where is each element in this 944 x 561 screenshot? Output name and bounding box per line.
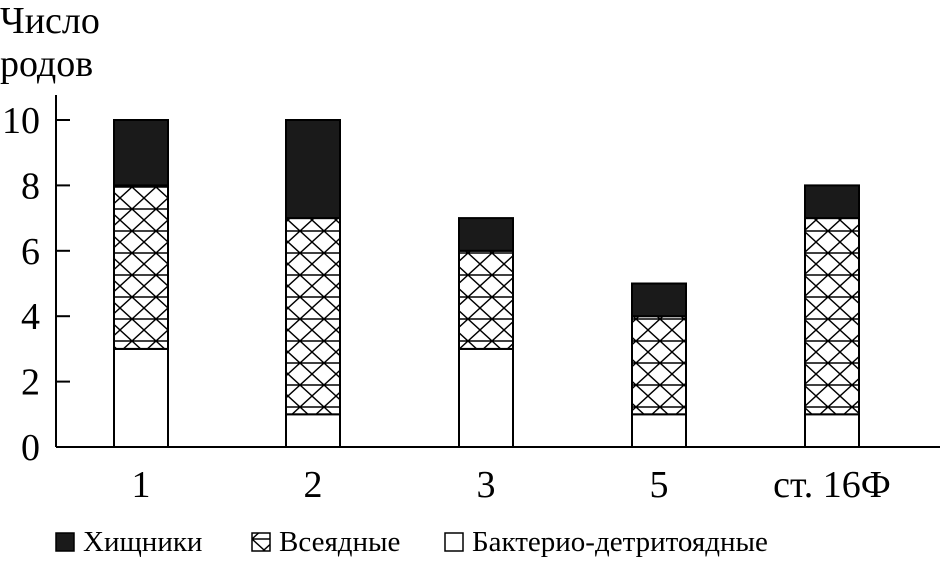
legend-label: Бактерио-детритоядные bbox=[472, 526, 768, 558]
bar-segment bbox=[113, 119, 169, 187]
x-category-label: 1 bbox=[132, 464, 151, 506]
bar-segment bbox=[285, 119, 341, 220]
y-axis-title-line-1: Число bbox=[0, 0, 100, 42]
y-tick-label: 8 bbox=[21, 165, 40, 207]
bar-segment bbox=[631, 315, 687, 416]
y-tick-label: 6 bbox=[21, 231, 40, 273]
bar-segment bbox=[458, 249, 514, 350]
bar-segment bbox=[804, 413, 860, 448]
x-axis-category-labels: 1 2 3 5 ст. 16Ф bbox=[132, 464, 891, 506]
legend-swatch bbox=[251, 532, 271, 552]
legend-label: Всеядные bbox=[279, 526, 400, 558]
bar-segment bbox=[285, 413, 341, 448]
x-category-label: 5 bbox=[650, 464, 669, 506]
y-tick-label: 2 bbox=[21, 362, 40, 404]
axes bbox=[55, 95, 940, 448]
bar-segment bbox=[631, 413, 687, 448]
legend: Хищники Всеядные Бактерио-детритоядные bbox=[55, 526, 768, 558]
y-axis-title-line-2: родов bbox=[0, 43, 93, 85]
y-axis-ticks: 0 2 4 6 8 10 bbox=[2, 100, 70, 469]
bar-segment bbox=[458, 217, 514, 252]
y-tick-label: 4 bbox=[21, 296, 40, 338]
x-category-label: ст. 16Ф bbox=[773, 464, 891, 506]
bar-segment bbox=[458, 347, 514, 448]
bar-segment bbox=[113, 184, 169, 350]
legend-swatch bbox=[55, 532, 75, 552]
x-category-label: 3 bbox=[477, 464, 496, 506]
bars bbox=[113, 119, 860, 448]
y-tick-label: 10 bbox=[2, 100, 40, 142]
bar-segment bbox=[113, 347, 169, 448]
bar-segment bbox=[804, 217, 860, 416]
x-category-label: 2 bbox=[304, 464, 323, 506]
legend-swatch bbox=[444, 532, 464, 552]
bar-segment bbox=[804, 184, 860, 220]
bar-segment bbox=[285, 217, 341, 416]
y-tick-label: 0 bbox=[21, 427, 40, 469]
bar-segment bbox=[631, 282, 687, 318]
legend-label: Хищники bbox=[83, 526, 202, 558]
